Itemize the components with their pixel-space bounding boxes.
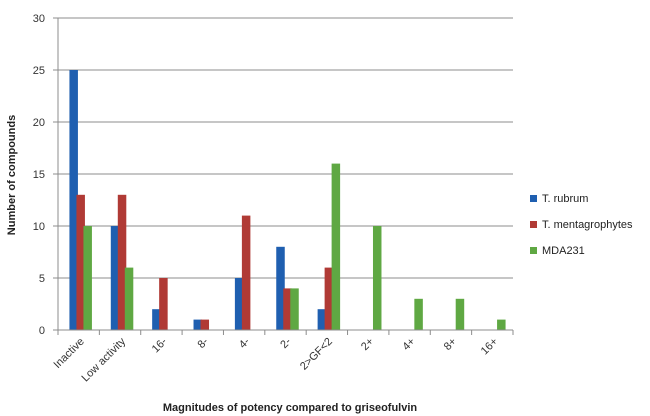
- y-tick-label: 25: [33, 65, 45, 77]
- y-tick-labels: 0 5 10 15 20 25 30: [33, 13, 45, 337]
- bar-2-5: [241, 215, 251, 330]
- legend-swatch: [530, 221, 537, 228]
- bar-3-6: [290, 288, 299, 330]
- bar-2-4: [200, 319, 210, 330]
- x-tick-label: 2+: [359, 336, 376, 353]
- x-tick-label: 8+: [442, 336, 459, 353]
- bar-2-1: [76, 194, 85, 330]
- x-tick-label: 16+: [479, 336, 501, 358]
- x-tick-label: 8-: [195, 335, 211, 351]
- legend-label: MDA231: [542, 245, 585, 257]
- bar-1-2: [110, 226, 120, 330]
- y-tick-label: 5: [39, 273, 45, 285]
- legend-label: T. rubrum: [542, 193, 588, 205]
- legend: T. rubrum T. mentagrophytes MDA231: [530, 193, 633, 257]
- bar-3-1: [83, 226, 92, 330]
- bar-1-3: [152, 309, 161, 330]
- y-tick-label: 20: [33, 117, 45, 129]
- bar-2-3: [159, 278, 168, 330]
- y-tick-label: 10: [33, 221, 45, 233]
- y-tick-label: 30: [33, 13, 45, 25]
- bar-2-7: [324, 267, 334, 330]
- bar-1-5: [234, 278, 244, 330]
- bar-3-2: [124, 267, 134, 330]
- bar-1-7: [317, 309, 327, 330]
- bars: [69, 70, 506, 330]
- bar-1-1: [69, 70, 78, 330]
- legend-swatch: [530, 247, 537, 254]
- grid-lines: [58, 17, 513, 279]
- axes: [53, 17, 514, 335]
- bar-3-8: [372, 226, 382, 330]
- bar-3-9: [414, 298, 423, 330]
- y-axis-title: Number of compounds: [6, 115, 18, 235]
- bar-3-11: [497, 319, 506, 330]
- x-tick-label: 2>GF<2: [298, 336, 335, 373]
- bar-1-4: [193, 319, 203, 330]
- x-tick-label: 4-: [237, 335, 253, 351]
- bar-1-6: [276, 246, 285, 330]
- x-tick-label: Inactive: [52, 336, 87, 371]
- x-tick-label: 4+: [400, 336, 417, 353]
- legend-label: T. mentagrophytes: [542, 219, 633, 231]
- legend-swatch: [530, 195, 537, 202]
- x-axis-title: Magnitudes of potency compared to griseo…: [163, 402, 418, 414]
- x-tick-label: 2-: [278, 335, 294, 351]
- bar-2-2: [117, 194, 127, 330]
- x-tick-label: 16-: [150, 335, 170, 355]
- y-tick-label: 0: [39, 325, 45, 337]
- bar-3-7: [331, 163, 341, 330]
- y-tick-label: 15: [33, 169, 45, 181]
- bar-2-6: [283, 288, 292, 330]
- bar-3-10: [455, 298, 465, 330]
- x-tick-label: Low activity: [79, 335, 128, 384]
